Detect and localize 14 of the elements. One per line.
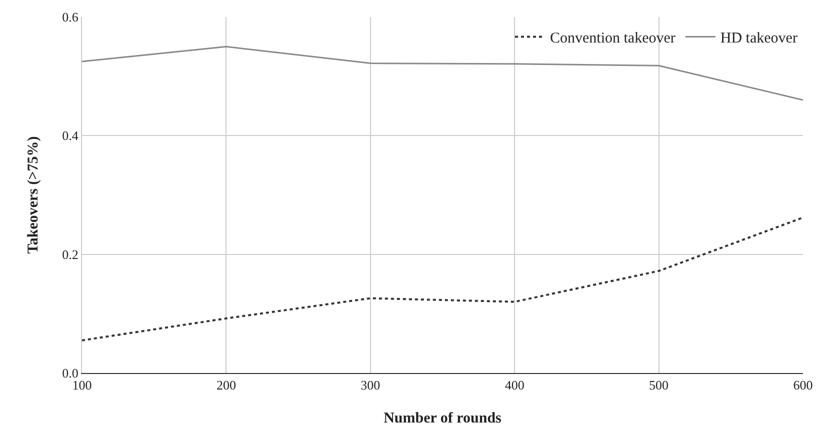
x-tick-label: 500	[649, 378, 669, 393]
y-axis-title: Takeovers (>75%)	[25, 136, 42, 254]
legend-label: Convention takeover	[550, 30, 676, 47]
legend-label: HD takeover	[720, 30, 798, 47]
line-series	[82, 216, 803, 342]
x-tick-label: 200	[216, 378, 236, 393]
y-tick-label: 0.6	[62, 10, 79, 25]
x-axis-title: Number of rounds	[384, 410, 502, 427]
x-tick-label: 400	[504, 378, 524, 393]
y-tick-label: 0.4	[62, 128, 79, 144]
x-tick-label: 600	[793, 378, 813, 393]
line-series	[82, 46, 803, 101]
y-tick-label: 0.2	[62, 246, 78, 262]
x-tick-label: 300	[360, 378, 380, 393]
